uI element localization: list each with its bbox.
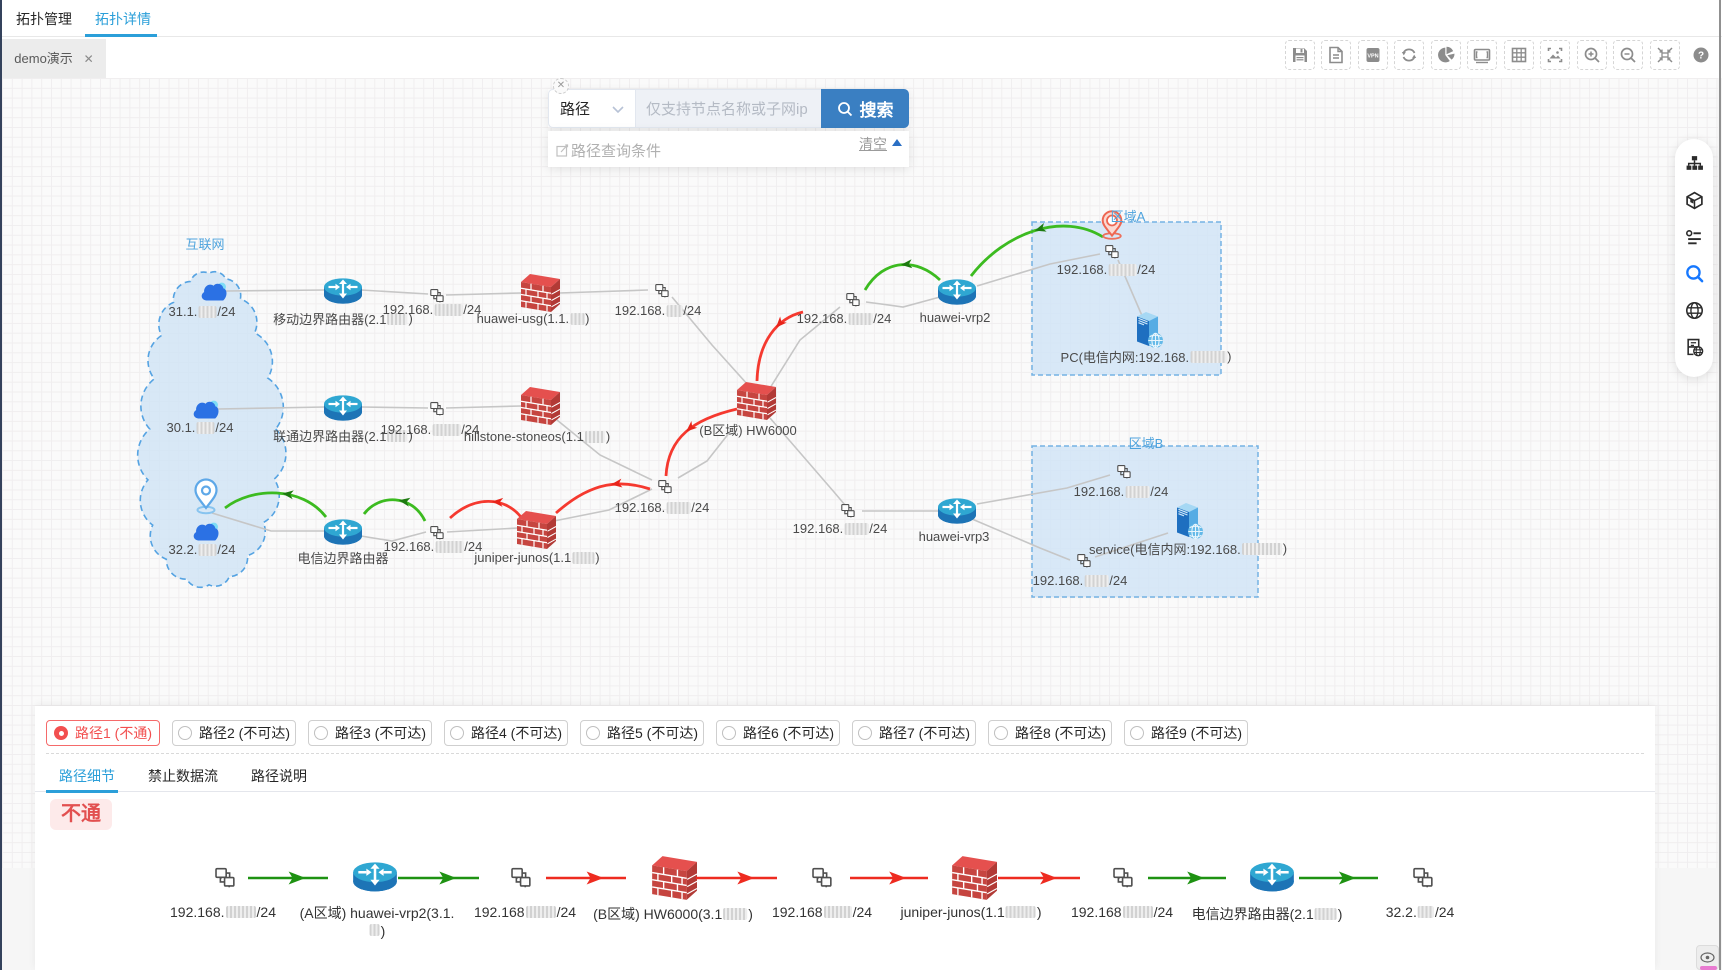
svg-text:VPN: VPN — [1367, 54, 1378, 60]
svg-text:?: ? — [1698, 51, 1704, 62]
